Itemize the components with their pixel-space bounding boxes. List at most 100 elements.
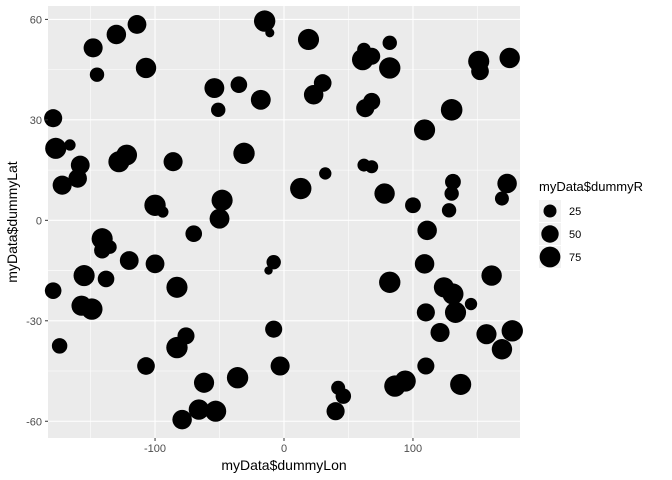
data-point xyxy=(163,152,183,172)
data-point xyxy=(172,409,192,430)
data-point xyxy=(444,301,467,323)
data-point xyxy=(414,119,436,141)
x-axis: -100 0 100 xyxy=(144,438,422,455)
y-tick-label: -60 xyxy=(26,416,42,428)
data-point xyxy=(326,402,345,421)
data-point xyxy=(442,283,464,305)
data-point xyxy=(379,271,401,293)
data-point xyxy=(444,186,459,201)
data-point xyxy=(81,298,103,320)
data-point xyxy=(233,142,255,165)
data-point xyxy=(476,324,497,345)
data-point xyxy=(157,206,169,218)
data-point xyxy=(394,370,416,392)
y-tick-label: -30 xyxy=(26,316,42,328)
data-point xyxy=(416,303,435,322)
points-layer xyxy=(44,10,523,430)
data-point xyxy=(445,173,461,190)
data-point xyxy=(499,47,520,69)
data-point xyxy=(374,183,395,204)
legend: myData$dummyR 25 50 75 xyxy=(539,179,643,268)
data-point xyxy=(417,220,437,241)
data-point xyxy=(137,357,155,375)
data-point xyxy=(303,84,324,105)
data-point xyxy=(119,251,139,270)
data-point xyxy=(491,339,513,360)
data-point xyxy=(440,99,463,121)
data-point xyxy=(127,15,147,34)
data-point xyxy=(166,276,188,298)
data-point xyxy=(64,139,76,151)
data-point xyxy=(108,151,130,173)
data-point xyxy=(501,320,523,342)
data-point xyxy=(319,167,332,180)
data-point xyxy=(135,57,157,79)
data-point xyxy=(414,254,435,274)
y-axis-title: myData$dummyLat xyxy=(4,161,20,282)
legend-label: 50 xyxy=(569,229,581,241)
data-point xyxy=(73,265,95,287)
data-point xyxy=(250,89,271,110)
data-point xyxy=(230,76,248,94)
data-point xyxy=(297,28,320,51)
x-tick-label: -100 xyxy=(144,443,166,455)
data-point xyxy=(335,388,352,404)
x-tick-label: 100 xyxy=(404,443,422,455)
data-point xyxy=(211,189,233,211)
data-point xyxy=(290,177,312,200)
y-tick-label: 60 xyxy=(30,14,42,26)
data-point xyxy=(265,28,275,38)
y-axis: -60 -30 0 30 60 xyxy=(26,14,48,428)
data-point xyxy=(204,78,225,98)
data-point xyxy=(68,169,87,188)
legend-title: myData$dummyR xyxy=(539,179,643,194)
data-point xyxy=(471,62,489,81)
data-point xyxy=(89,67,105,82)
data-point xyxy=(188,399,210,420)
data-point xyxy=(379,57,401,79)
data-point xyxy=(211,102,226,118)
data-point xyxy=(430,322,450,343)
data-point xyxy=(356,99,375,118)
data-point xyxy=(417,357,435,375)
data-point xyxy=(253,10,276,32)
data-point xyxy=(450,373,472,395)
data-point xyxy=(145,254,165,274)
data-point xyxy=(44,109,63,128)
data-point xyxy=(405,197,421,214)
data-point xyxy=(351,48,374,71)
data-point xyxy=(270,356,290,376)
data-point xyxy=(52,175,72,195)
data-point xyxy=(441,203,457,218)
legend-key-point xyxy=(539,246,561,268)
data-point xyxy=(226,367,249,389)
data-point xyxy=(209,208,230,229)
data-point xyxy=(464,297,478,311)
y-tick-label: 0 xyxy=(36,215,42,227)
data-point xyxy=(205,400,227,422)
x-tick-label: 0 xyxy=(281,443,287,455)
legend-label: 75 xyxy=(569,252,581,264)
data-point xyxy=(266,254,281,270)
y-tick-label: 30 xyxy=(30,115,42,127)
data-point xyxy=(265,320,283,338)
data-point xyxy=(97,270,115,288)
data-point xyxy=(106,24,127,45)
data-point xyxy=(103,240,117,254)
data-point xyxy=(365,160,379,174)
data-point xyxy=(51,338,68,354)
data-point xyxy=(497,173,517,194)
data-point xyxy=(185,225,203,243)
data-point xyxy=(264,266,273,275)
data-point xyxy=(45,137,67,159)
data-point xyxy=(494,191,509,206)
legend-label: 25 xyxy=(569,206,581,218)
legend-key-point xyxy=(541,225,559,243)
data-point xyxy=(382,35,397,51)
x-axis-title: myData$dummyLon xyxy=(221,457,346,473)
legend-key-point xyxy=(543,204,557,218)
data-point xyxy=(481,265,502,286)
data-point xyxy=(83,38,103,58)
data-point xyxy=(44,282,62,299)
